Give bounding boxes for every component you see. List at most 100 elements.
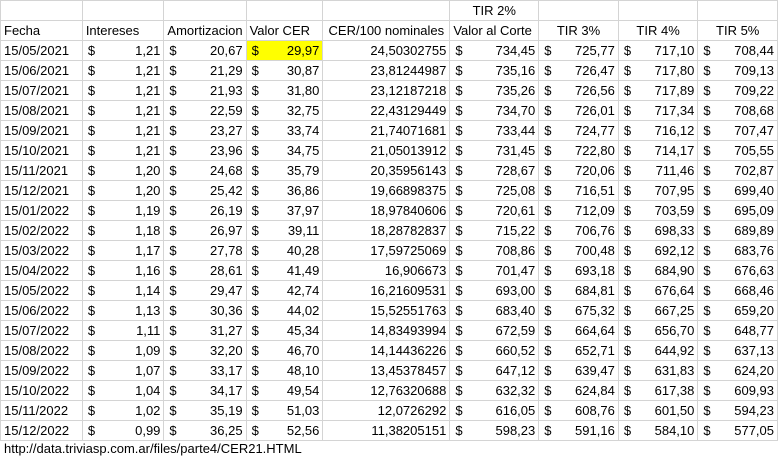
cer100-cell[interactable]: 23,12187218 (322, 80, 451, 101)
tir3-cell[interactable]: $693,18 (538, 260, 619, 281)
cell[interactable] (697, 0, 778, 21)
valor-corte-cell[interactable]: $731,45 (449, 140, 540, 161)
valor-cer-cell[interactable]: $29,97 (245, 40, 324, 61)
tir5-cell[interactable]: $624,20 (697, 360, 778, 381)
tir5-cell[interactable]: $637,13 (697, 340, 778, 361)
valor-corte-cell[interactable]: $715,22 (449, 220, 540, 241)
cell[interactable] (0, 0, 83, 21)
valor-cer-cell[interactable]: $39,11 (245, 220, 324, 241)
fecha-cell[interactable]: 15/05/2022 (0, 280, 83, 301)
valor-cer-cell[interactable]: $33,74 (245, 120, 324, 141)
cell[interactable] (617, 0, 699, 21)
valor-cer-cell[interactable]: $51,03 (245, 400, 324, 421)
tir5-cell[interactable]: $709,13 (697, 60, 778, 81)
cer100-cell[interactable]: 18,97840606 (322, 200, 451, 221)
tir4-cell[interactable]: $601,50 (617, 400, 699, 421)
tir4-cell[interactable]: $698,33 (617, 220, 699, 241)
fecha-cell[interactable]: 15/09/2022 (0, 360, 83, 381)
cer100-cell[interactable]: 12,0726292 (322, 400, 451, 421)
intereses-cell[interactable]: $1,19 (81, 200, 165, 221)
cer100-cell[interactable]: 14,14436226 (322, 340, 451, 361)
amortizacion-cell[interactable]: $20,67 (163, 40, 247, 61)
tir5-cell[interactable]: $695,09 (697, 200, 778, 221)
valor-cer-cell[interactable]: $46,70 (245, 340, 324, 361)
cer100-cell[interactable]: 14,83493994 (322, 320, 451, 341)
valor-cer-cell[interactable]: $44,02 (245, 300, 324, 321)
intereses-cell[interactable]: $1,04 (81, 380, 165, 401)
valor-cer-cell[interactable]: $35,79 (245, 160, 324, 181)
valor-corte-cell[interactable]: $735,26 (449, 80, 540, 101)
tir4-cell[interactable]: $676,64 (617, 280, 699, 301)
tir5-cell[interactable]: $707,47 (697, 120, 778, 141)
tir5-cell[interactable]: $709,22 (697, 80, 778, 101)
tir3-cell[interactable]: $700,48 (538, 240, 619, 261)
tir5-cell[interactable]: $683,76 (697, 240, 778, 261)
tir3-header[interactable]: TIR 3% (538, 20, 619, 41)
fecha-cell[interactable]: 15/10/2021 (0, 140, 83, 161)
cer100-cell[interactable]: 16,21609531 (322, 280, 451, 301)
cell[interactable] (81, 0, 165, 21)
valor-corte-cell[interactable]: $708,86 (449, 240, 540, 261)
tir3-cell[interactable]: $608,76 (538, 400, 619, 421)
tir3-cell[interactable]: $684,81 (538, 280, 619, 301)
intereses-cell[interactable]: $1,09 (81, 340, 165, 361)
cer100-cell[interactable]: 22,43129449 (322, 100, 451, 121)
tir5-cell[interactable]: $689,89 (697, 220, 778, 241)
cer100-cell[interactable]: 20,35956143 (322, 160, 451, 181)
tir4-cell[interactable]: $717,80 (617, 60, 699, 81)
intereses-cell[interactable]: $1,21 (81, 140, 165, 161)
cell[interactable] (163, 0, 247, 21)
fecha-cell[interactable]: 15/07/2021 (0, 80, 83, 101)
cer100-cell[interactable]: 19,66898375 (322, 180, 451, 201)
cer100-header[interactable]: CER/100 nominales (322, 20, 451, 41)
fecha-cell[interactable]: 15/12/2022 (0, 420, 83, 441)
amortizacion-cell[interactable]: $26,19 (163, 200, 247, 221)
fecha-cell[interactable]: 15/11/2022 (0, 400, 83, 421)
cer100-cell[interactable]: 11,38205151 (322, 420, 451, 441)
cer100-cell[interactable]: 17,59725069 (322, 240, 451, 261)
valor-corte-cell[interactable]: $632,32 (449, 380, 540, 401)
valor-cer-cell[interactable]: $45,34 (245, 320, 324, 341)
valor-corte-cell[interactable]: $728,67 (449, 160, 540, 181)
cer100-cell[interactable]: 13,45378457 (322, 360, 451, 381)
tir3-cell[interactable]: $706,76 (538, 220, 619, 241)
tir5-cell[interactable]: $577,05 (697, 420, 778, 441)
amortizacion-cell[interactable]: $23,27 (163, 120, 247, 141)
fecha-cell[interactable]: 15/09/2021 (0, 120, 83, 141)
intereses-cell[interactable]: $1,21 (81, 120, 165, 141)
amortizacion-cell[interactable]: $27,78 (163, 240, 247, 261)
tir5-cell[interactable]: $609,93 (697, 380, 778, 401)
tir3-cell[interactable]: $726,56 (538, 80, 619, 101)
valor-corte-cell[interactable]: $733,44 (449, 120, 540, 141)
valor-cer-cell[interactable]: $41,49 (245, 260, 324, 281)
tir4-cell[interactable]: $684,90 (617, 260, 699, 281)
valor-cer-cell[interactable]: $40,28 (245, 240, 324, 261)
valor-cer-cell[interactable]: $52,56 (245, 420, 324, 441)
valor-corte-cell[interactable]: $616,05 (449, 400, 540, 421)
amortizacion-cell[interactable]: $29,47 (163, 280, 247, 301)
amortizacion-cell[interactable]: $35,19 (163, 400, 247, 421)
tir4-cell[interactable]: $717,10 (617, 40, 699, 61)
tir3-cell[interactable]: $652,71 (538, 340, 619, 361)
amortizacion-cell[interactable]: $36,25 (163, 420, 247, 441)
valor-corte-header[interactable]: Valor al Corte (449, 20, 540, 41)
valor-cer-header[interactable]: Valor CER (245, 20, 324, 41)
tir3-cell[interactable]: $716,51 (538, 180, 619, 201)
tir3-cell[interactable]: $675,32 (538, 300, 619, 321)
tir3-cell[interactable]: $639,47 (538, 360, 619, 381)
valor-cer-cell[interactable]: $49,54 (245, 380, 324, 401)
tir5-cell[interactable]: $659,20 (697, 300, 778, 321)
fecha-cell[interactable]: 15/02/2022 (0, 220, 83, 241)
valor-cer-cell[interactable]: $36,86 (245, 180, 324, 201)
valor-corte-cell[interactable]: $701,47 (449, 260, 540, 281)
fecha-cell[interactable]: 15/06/2022 (0, 300, 83, 321)
tir4-cell[interactable]: $656,70 (617, 320, 699, 341)
intereses-cell[interactable]: $1,21 (81, 60, 165, 81)
intereses-cell[interactable]: $1,20 (81, 180, 165, 201)
valor-corte-cell[interactable]: $683,40 (449, 300, 540, 321)
fecha-cell[interactable]: 15/08/2022 (0, 340, 83, 361)
amortizacion-cell[interactable]: $28,61 (163, 260, 247, 281)
tir4-cell[interactable]: $617,38 (617, 380, 699, 401)
valor-corte-cell[interactable]: $693,00 (449, 280, 540, 301)
cer100-cell[interactable]: 15,52551763 (322, 300, 451, 321)
